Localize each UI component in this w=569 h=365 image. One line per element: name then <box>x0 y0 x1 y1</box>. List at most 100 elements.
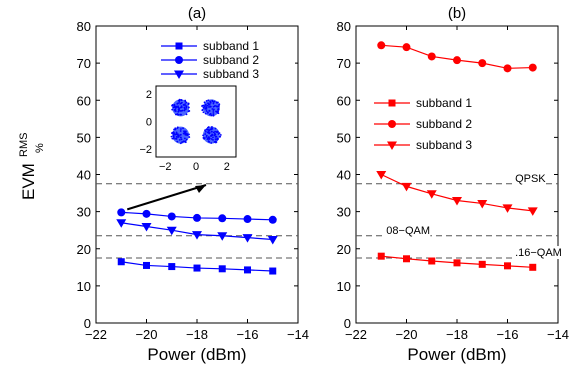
inset-point <box>216 138 219 141</box>
inset-point <box>176 136 179 138</box>
series-3 <box>376 171 538 216</box>
inset-point <box>185 101 188 104</box>
data-point <box>401 182 412 192</box>
data-point <box>193 264 201 272</box>
x-tick-label: −16 <box>236 327 258 342</box>
inset-point <box>202 134 204 137</box>
inset-point <box>182 140 185 143</box>
data-point <box>529 263 537 271</box>
y-tick-label: 60 <box>77 93 91 108</box>
inset-point <box>180 109 183 112</box>
inset-point <box>179 142 182 145</box>
inset-point <box>206 138 209 141</box>
inset-point <box>176 127 179 129</box>
inset-point <box>179 106 182 109</box>
inset-point <box>209 105 211 108</box>
inset-point <box>187 110 190 113</box>
data-point <box>243 215 252 224</box>
inset-point <box>179 136 182 139</box>
inset-point <box>204 103 207 106</box>
y-tick-label: 20 <box>337 242 351 257</box>
inset-point <box>188 133 190 136</box>
y-tick-label: 20 <box>77 242 91 257</box>
inset-point <box>212 113 215 116</box>
inset-point <box>184 140 187 143</box>
inset-cluster <box>202 126 222 144</box>
panel-label: (b) <box>448 5 466 22</box>
y-tick-label: 80 <box>77 19 91 34</box>
inset-point <box>178 98 181 101</box>
legend-marker <box>388 99 396 107</box>
inset-point <box>184 108 187 111</box>
inset-point <box>217 105 220 108</box>
data-point <box>428 257 436 265</box>
inset-y-tick-label: −2 <box>139 144 152 156</box>
annotation-bg <box>513 171 546 185</box>
data-point <box>244 266 251 274</box>
inset-y-tick-label: 2 <box>146 89 152 101</box>
inset-point <box>175 131 178 134</box>
inset-point <box>170 135 173 138</box>
inset-point <box>203 105 206 108</box>
data-point <box>452 196 462 206</box>
inset-point <box>207 140 210 143</box>
inset-point <box>210 134 213 137</box>
data-point <box>504 262 511 270</box>
data-point <box>143 261 150 269</box>
legend-marker <box>175 42 183 50</box>
legend-marker <box>174 70 184 79</box>
data-point <box>268 215 277 224</box>
data-point <box>192 231 202 240</box>
data-point <box>218 265 226 273</box>
inset-point <box>180 128 182 130</box>
inset-point <box>173 128 175 131</box>
data-point <box>402 43 411 52</box>
inset-point <box>209 112 212 115</box>
inset-point <box>210 114 213 117</box>
inset-point <box>177 110 180 113</box>
inset-point <box>211 100 214 103</box>
x-tick-label: −18 <box>446 327 468 342</box>
data-point <box>218 214 227 223</box>
inset-x-tick-label: 0 <box>193 161 199 173</box>
panel-label: (a) <box>188 5 206 22</box>
inset-point <box>208 136 210 139</box>
x-tick-label: −14 <box>287 327 309 342</box>
inset-point <box>174 128 177 131</box>
inset-cluster <box>170 126 191 145</box>
y-tick-label: 30 <box>77 205 91 220</box>
inset-point <box>171 104 173 107</box>
inset-point <box>209 100 212 103</box>
data-point <box>527 207 538 216</box>
y-axis-label: EVM RMS% <box>18 133 46 200</box>
inset-point <box>214 127 217 130</box>
inset-point <box>215 101 218 104</box>
inset-point <box>207 99 210 102</box>
y-tick-label: 80 <box>337 19 351 34</box>
data-point <box>426 190 437 199</box>
inset-point <box>217 131 219 133</box>
inset-x-tick-label: 2 <box>224 161 230 173</box>
inset-point <box>212 108 215 111</box>
inset-point <box>217 108 220 111</box>
inset-point <box>208 131 211 134</box>
inset-point <box>217 112 220 115</box>
inset-point <box>185 138 188 141</box>
inset-point <box>204 107 206 109</box>
data-point <box>477 199 488 209</box>
data-point <box>142 209 151 218</box>
inset-point <box>171 132 173 135</box>
inset-point <box>184 104 187 107</box>
inset-point <box>174 113 177 116</box>
inset-point <box>173 137 175 140</box>
annotation-label: QPSK <box>515 173 546 185</box>
inset-point <box>207 126 209 129</box>
data-point <box>117 258 125 266</box>
data-point <box>502 204 513 213</box>
data-point <box>377 41 386 50</box>
x-tick-label: −22 <box>345 327 367 342</box>
inset-point <box>210 138 213 140</box>
inset-point <box>201 105 203 108</box>
inset-y-tick-label: 0 <box>146 117 152 129</box>
